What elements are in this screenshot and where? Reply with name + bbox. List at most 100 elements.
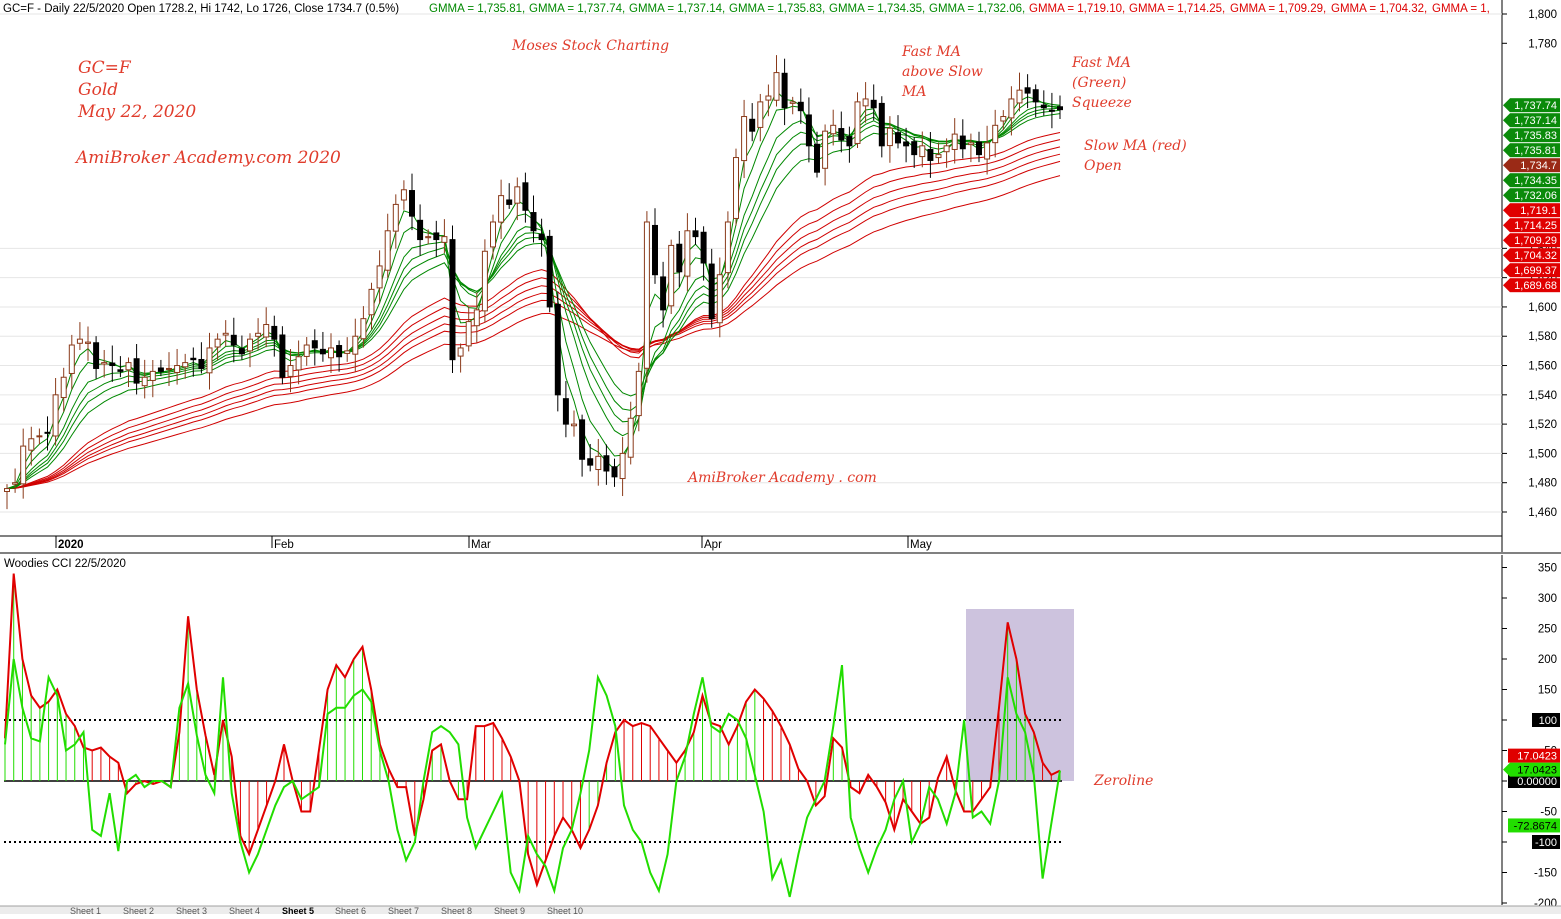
candle — [684, 213, 691, 292]
candle — [206, 332, 213, 390]
candle — [789, 96, 796, 115]
candle — [20, 428, 27, 499]
candle — [279, 326, 286, 385]
gmma-header-value: GMMA = 1,714.25, — [1129, 3, 1225, 15]
cci-level-tag: 100 — [1532, 713, 1560, 727]
cci-tick-label: 200 — [1538, 654, 1557, 666]
price-chart-title: GC=F - Daily 22/5/2020 Open 1728.2, Hi 1… — [3, 3, 399, 15]
candle — [328, 333, 334, 374]
price-tag: 1,735.83 — [1503, 128, 1560, 143]
price-tag: 1,737.74 — [1503, 98, 1560, 113]
price-tag: 1,734.35 — [1503, 173, 1560, 188]
sheet-tab-8[interactable]: Sheet 8 — [441, 906, 472, 916]
candle — [935, 142, 942, 165]
candle — [157, 359, 164, 377]
sheet-tab-5[interactable]: Sheet 5 — [282, 906, 314, 916]
candle — [85, 326, 91, 361]
candle — [295, 340, 302, 385]
price-tags-group: 1,737.74 1,737.14 1,735.83 1,735.81 1,734.7 1… — [1503, 98, 1560, 849]
sheet-tab-10[interactable]: Sheet 10 — [547, 906, 583, 916]
cci-tick-label: 250 — [1538, 624, 1557, 636]
candle — [1032, 84, 1039, 118]
candle — [149, 359, 156, 398]
sheet-tab-1[interactable]: Sheet 1 — [70, 906, 101, 916]
candle — [822, 124, 829, 186]
candle — [287, 348, 294, 393]
candle — [230, 317, 237, 363]
gmma-header-value: GMMA = 1,732.06, — [929, 3, 1025, 15]
candle — [352, 318, 359, 372]
candle — [101, 349, 108, 378]
candle — [951, 118, 958, 164]
gmma-header-value: GMMA = 1,734.35, — [829, 3, 925, 15]
sheet-tab-2[interactable]: Sheet 2 — [123, 906, 154, 916]
cci-chart-title: Woodies CCI 22/5/2020 — [4, 558, 126, 570]
sheet-tab-9[interactable]: Sheet 9 — [494, 906, 525, 916]
candle — [976, 131, 982, 163]
candle — [943, 138, 950, 168]
price-pane[interactable] — [0, 0, 1502, 552]
price-tick-label: 1,780 — [1528, 38, 1557, 50]
annotation-slow-open: Slow MA (red) Open — [1084, 138, 1187, 174]
candle — [538, 218, 545, 257]
cci-value-tag-green: 17.0423 — [1503, 762, 1560, 777]
candle — [838, 111, 845, 153]
candle — [117, 356, 124, 378]
gmma-slow-ma-line — [6, 132, 1061, 490]
date-axis-label: Mar — [471, 539, 491, 551]
price-tag-label: 1,734.35 — [1514, 175, 1557, 187]
candle — [603, 444, 610, 485]
gmma-header-value: GMMA = 1,735.81, — [429, 3, 525, 15]
price-tag: 1,737.14 — [1503, 113, 1560, 128]
candle — [368, 282, 375, 330]
cci-pane[interactable] — [0, 555, 1502, 905]
annotation-amibroker: AmiBroker Academy . com — [686, 470, 877, 486]
candle — [724, 211, 731, 289]
candle — [222, 320, 229, 347]
candles-group — [4, 55, 1063, 510]
candle — [919, 131, 926, 168]
candle — [886, 116, 893, 163]
cci-value-tag-red: 17.0423 — [1508, 748, 1560, 763]
candle — [773, 55, 780, 107]
candle — [522, 172, 529, 223]
candle — [627, 401, 634, 465]
candle — [854, 92, 861, 148]
sheet-tab-7[interactable]: Sheet 7 — [388, 906, 419, 916]
gmma-header-value: GMMA = 1,719.10, — [1029, 3, 1125, 15]
candle — [465, 307, 472, 352]
candle — [473, 292, 480, 343]
candle — [457, 343, 464, 373]
candle — [660, 261, 667, 328]
price-tag: 1,732.06 — [1503, 188, 1560, 203]
sheet-tab-4[interactable]: Sheet 4 — [229, 906, 260, 916]
candle — [530, 195, 537, 243]
candle — [733, 148, 739, 226]
candle — [360, 306, 367, 348]
cci-tick-label: 350 — [1538, 563, 1557, 575]
candle — [814, 131, 820, 178]
candle — [109, 345, 116, 382]
price-tag: 1,735.81 — [1503, 143, 1560, 158]
sheet-tab-6[interactable]: Sheet 6 — [335, 906, 366, 916]
cci-lines-group — [4, 573, 1061, 898]
candle — [1016, 72, 1023, 112]
gmma-slow-ma-line — [6, 139, 1061, 490]
cci-value-label: 17.0423 — [1517, 765, 1557, 777]
sheet-tab-3[interactable]: Sheet 3 — [176, 906, 207, 916]
gmma-slow-ma-line — [6, 153, 1061, 490]
candle — [182, 353, 189, 379]
candle — [967, 133, 974, 163]
price-tag-label: 1,735.81 — [1514, 145, 1557, 157]
price-tag-label: 1,704.32 — [1514, 250, 1557, 262]
sheet-tabs: Sheet 1 Sheet 2 Sheet 3 Sheet 4 Sheet 5 Sheet… — [70, 906, 583, 916]
candle — [546, 229, 553, 313]
cci-level-tag-label: 100 — [1539, 715, 1557, 727]
candle — [700, 226, 707, 281]
candle — [409, 173, 415, 231]
candle — [12, 468, 19, 493]
price-tag-label: 1,689.68 — [1514, 280, 1557, 292]
note-date: May 22, 2020 — [77, 102, 196, 122]
